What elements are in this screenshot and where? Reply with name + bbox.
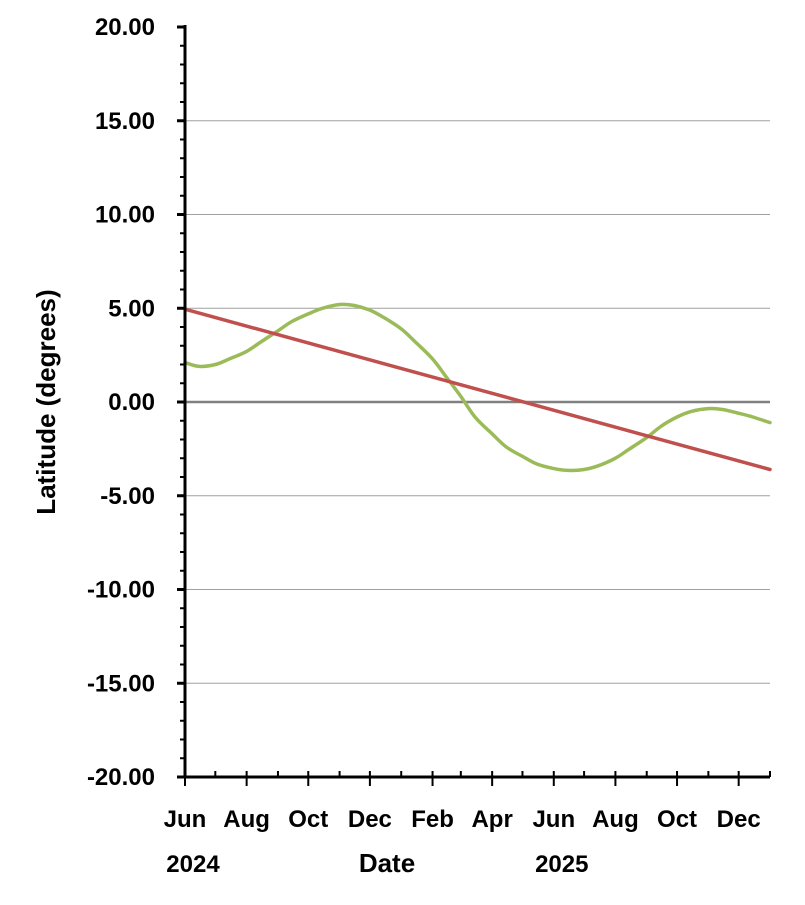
y-tick-label: 15.00 [95, 108, 155, 135]
x-tick-label: Dec [717, 806, 761, 833]
x-tick-label: Feb [411, 806, 454, 833]
x-tick-label: Oct [288, 806, 328, 833]
x-tick-label: Dec [348, 806, 392, 833]
axes [177, 25, 771, 786]
y-tick-label: 5.00 [108, 295, 155, 322]
x-tick-label: Aug [592, 806, 639, 833]
y-tick-label: 10.00 [95, 202, 155, 229]
series-line-2 [183, 307, 772, 472]
x-tick-label: Jun [532, 806, 575, 833]
y-tick-label: 20.00 [95, 14, 155, 41]
x-year-label: 2024 [166, 851, 220, 878]
x-tick-label: Jun [164, 806, 207, 833]
series-line-1 [183, 302, 772, 473]
x-axis-title: Date [359, 848, 415, 878]
y-tick-label: -5.00 [100, 483, 155, 510]
x-tick-label: Aug [223, 806, 270, 833]
tick-labels: 20.00 15.00 10.00 5.00 0.00 -5.00 -10.00 -15.00… [87, 14, 761, 878]
x-tick-label: Apr [471, 806, 512, 833]
x-tick-label: Oct [657, 806, 697, 833]
y-tick-label: -20.00 [87, 764, 155, 791]
y-tick-label: -10.00 [87, 577, 155, 604]
y-tick-label: 0.00 [108, 389, 155, 416]
y-axis-title: Latitude (degrees) [31, 289, 61, 514]
series-lines [183, 302, 772, 473]
x-year-label: 2025 [535, 851, 588, 878]
y-tick-label: -15.00 [87, 670, 155, 697]
